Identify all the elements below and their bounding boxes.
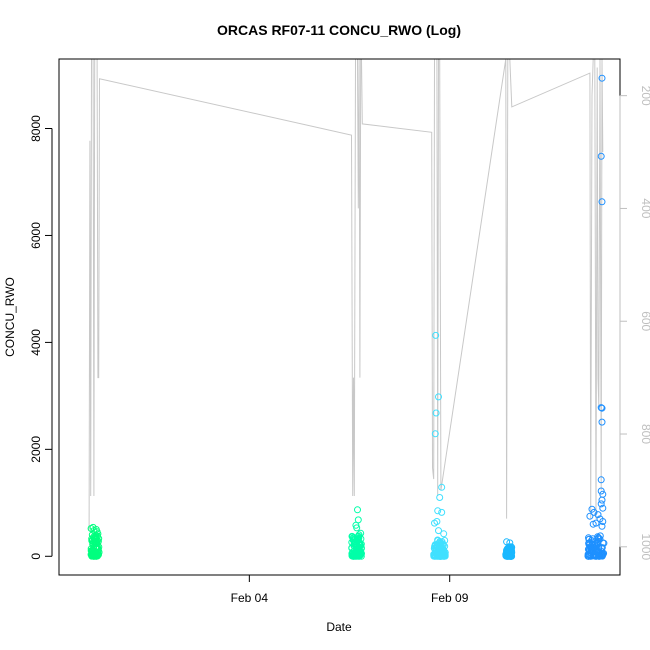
data-point: [354, 506, 361, 514]
data-point: [586, 512, 594, 520]
data-point: [599, 518, 607, 525]
data-point: [587, 552, 595, 560]
y-tick-label: 2000: [29, 436, 43, 463]
data-point: [355, 531, 363, 539]
data-point: [89, 548, 97, 556]
y-axis-label: CONCU_RWO: [3, 277, 17, 357]
chart-title: ORCAS RF07-11 CONCU_RWO (Log): [217, 22, 461, 38]
data-point: [584, 552, 592, 560]
y-tick-label: 4000: [29, 329, 43, 356]
data-point: [348, 538, 356, 546]
y2-tick-label: 1000: [639, 533, 650, 560]
data-point: [595, 545, 602, 553]
x-tick-label: Feb 09: [431, 591, 469, 605]
x-axis-label: Date: [326, 620, 352, 634]
data-point: [504, 548, 512, 556]
data-point: [432, 409, 440, 417]
data-point: [505, 552, 513, 560]
axes-layer: 0 2000 4000 6000 8000 200 400 600 800 1000 Feb 04 F…: [29, 86, 650, 605]
data-point: [600, 539, 608, 547]
data-point: [590, 508, 598, 516]
y2-tick-label: 600: [639, 311, 650, 331]
data-point: [597, 152, 605, 160]
series-rf07: [87, 523, 103, 560]
data-point: [591, 541, 599, 548]
data-point: [431, 542, 439, 550]
data-point: [431, 545, 439, 553]
data-point: [431, 430, 439, 438]
data-point: [597, 487, 605, 495]
y-tick-label: 8000: [29, 115, 43, 142]
data-point: [589, 520, 597, 528]
y-tick-label: 0: [29, 553, 43, 560]
series-rf11: [584, 74, 608, 560]
data-point: [598, 522, 606, 530]
data-point: [354, 551, 362, 559]
data-point: [502, 552, 510, 560]
data-point: [597, 404, 605, 412]
data-point: [89, 551, 97, 559]
data-point: [586, 540, 594, 548]
data-point: [598, 404, 606, 412]
data-point: [506, 539, 514, 547]
data-point: [88, 552, 96, 560]
data-point: [598, 418, 606, 426]
series-rf08: [348, 506, 365, 560]
data-point: [597, 500, 605, 508]
data-point: [431, 519, 438, 527]
data-point: [434, 507, 442, 515]
data-point: [352, 538, 360, 546]
y2-tick-label: 400: [639, 198, 650, 218]
data-point: [598, 496, 606, 504]
data-points-layer: [87, 74, 608, 560]
data-point: [595, 534, 602, 542]
data-point: [440, 552, 448, 560]
data-point: [599, 504, 607, 512]
series-rf10: [502, 538, 516, 560]
data-point: [350, 534, 357, 542]
data-point: [435, 393, 442, 401]
data-point: [432, 542, 439, 549]
data-point: [93, 543, 101, 551]
data-point: [598, 544, 606, 552]
data-point: [436, 494, 444, 501]
data-point: [438, 508, 446, 516]
data-point: [597, 476, 605, 484]
data-point: [91, 533, 99, 541]
data-point: [438, 483, 446, 491]
data-point: [439, 541, 447, 549]
data-point: [353, 524, 361, 532]
data-point: [598, 198, 606, 206]
data-point: [349, 552, 357, 560]
data-point: [588, 537, 596, 544]
data-point: [599, 551, 607, 559]
x-tick-label: Feb 04: [231, 591, 269, 605]
series-rf09: [430, 331, 449, 560]
data-point: [440, 530, 448, 538]
y2-tick-label: 800: [639, 424, 650, 444]
data-point: [435, 527, 442, 535]
data-point: [503, 538, 511, 546]
data-point: [95, 535, 103, 543]
data-point: [594, 511, 602, 519]
data-point: [591, 551, 599, 559]
data-point: [596, 532, 604, 540]
data-point: [90, 543, 98, 551]
data-point: [357, 529, 365, 537]
data-point: [432, 331, 440, 339]
data-point: [598, 74, 606, 82]
y-tick-label: 6000: [29, 222, 43, 249]
y2-tick-label: 200: [639, 86, 650, 106]
